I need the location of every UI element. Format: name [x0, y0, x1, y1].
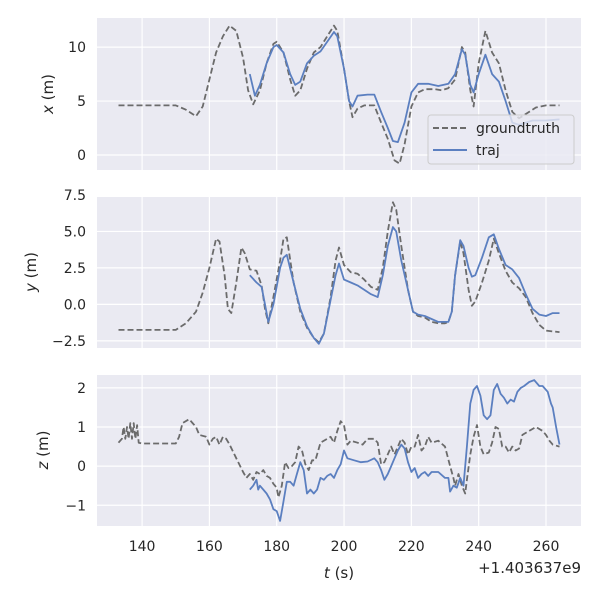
y-tick-label: 10 [68, 40, 86, 56]
x-offset-text: +1.403637e9 [478, 559, 581, 577]
x-tick-label: 260 [533, 539, 560, 555]
legend: groundtruth traj [427, 114, 575, 165]
y-tick-label: 2 [77, 381, 86, 397]
y-traj-line [249, 226, 560, 345]
x-traj-line [248, 31, 560, 143]
y-tick-label: 2.5 [64, 261, 86, 277]
y-subplot: −2.5 0.0 2.5 5.0 7.5 [52, 188, 581, 350]
x-ylabel: x (m) [39, 74, 57, 115]
y-ylabel: y (m) [22, 252, 40, 293]
x-subplot: 0 5 10 [68, 18, 581, 170]
x-tick-label: 160 [196, 539, 223, 555]
z-subplot: 140 160 180 200 220 240 260 −1 0 1 2 [65, 375, 581, 555]
x-tick-label: 180 [263, 539, 290, 555]
z-plot-area [97, 375, 581, 526]
x-tick-label: 220 [398, 539, 425, 555]
legend-traj-label: traj [476, 143, 500, 159]
y-tick-label: −1 [65, 498, 86, 514]
y-tick-label: 7.5 [64, 188, 86, 204]
y-groundtruth-line [118, 201, 560, 344]
y-tick-label: 5 [77, 94, 86, 110]
z-ylabel: z (m) [34, 431, 52, 471]
x-groundtruth-line [118, 24, 560, 165]
x-tick-label: 200 [331, 539, 358, 555]
y-tick-label: 5.0 [64, 224, 86, 240]
z-traj-line [249, 379, 561, 522]
y-tick-label: 0 [77, 459, 86, 475]
t-xlabel: t (s) [324, 564, 354, 582]
x-tick-label: 140 [129, 539, 156, 555]
y-tick-label: −2.5 [52, 334, 86, 350]
y-plot-area [97, 197, 581, 348]
legend-groundtruth-label: groundtruth [476, 121, 560, 137]
x-tick-label: 240 [465, 539, 492, 555]
y-tick-label: 0 [77, 148, 86, 164]
y-tick-label: 0.0 [64, 297, 86, 313]
y-tick-label: 1 [77, 420, 86, 436]
